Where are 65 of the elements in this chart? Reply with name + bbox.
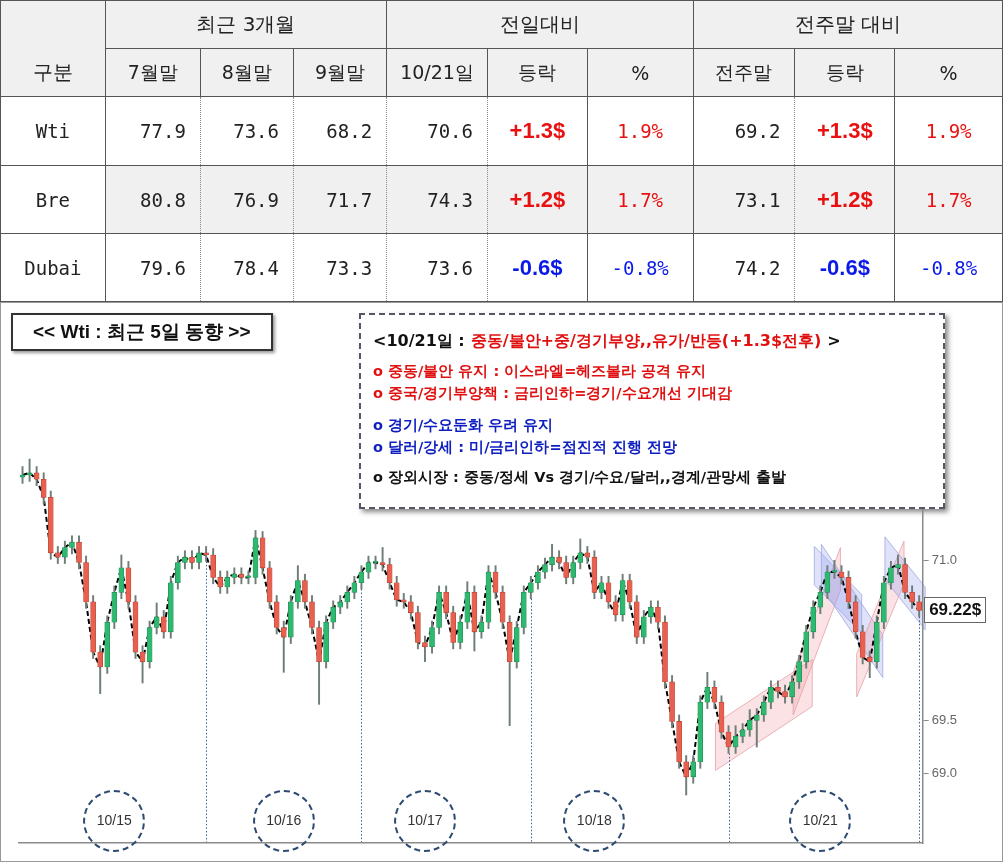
text: 전일대비 (386, 0, 694, 49)
y-axis-title: 구분 (0, 0, 106, 97)
y-tick-label: Bre (0, 165, 106, 234)
data-label: 70.6 (386, 96, 488, 166)
data-label: 73.3 (293, 233, 387, 302)
data-label: 80.8 (105, 165, 201, 234)
data-label: 79.6 (105, 233, 201, 302)
data-label: -0.6$ (794, 233, 895, 302)
data-label: -0.6$ (487, 233, 588, 302)
annotation: o 중국/경기부양책 : 금리인하=경기/수요개선 기대감 (373, 384, 733, 403)
annotation: 10/18 (575, 812, 613, 828)
text: 최근 3개월 (105, 0, 387, 49)
x-tick-label: 10/21일 (386, 48, 488, 97)
data-label: +1.3$ (487, 96, 588, 166)
data-label: 73.6 (386, 233, 488, 302)
y-tick-label: 69.0 (931, 765, 958, 781)
x-tick-label: 등락 (794, 48, 895, 97)
data-label: 1.9% (894, 96, 1003, 166)
data-label: 78.4 (200, 233, 294, 302)
data-label: 73.1 (693, 165, 795, 234)
data-label: 74.2 (693, 233, 795, 302)
annotation: > (827, 331, 841, 350)
y-tick-label: Wti (0, 96, 106, 166)
data-label: +1.2$ (794, 165, 895, 234)
data-label: 1.9% (587, 96, 694, 166)
candlestick (19, 466, 26, 484)
x-tick-label: 7월말 (105, 48, 201, 97)
annotation: 10/21 (801, 812, 839, 828)
x-tick-label: 8월말 (200, 48, 294, 97)
annotation: 10/16 (265, 812, 303, 828)
text: 69.22$ (924, 597, 987, 624)
data-label: +1.2$ (487, 165, 588, 234)
x-tick-label: 전주말 (693, 48, 795, 97)
annotation: 10/17 (406, 812, 444, 828)
y-tick-label: 69.5 (931, 711, 958, 727)
data-label: 73.6 (200, 96, 294, 166)
x-tick-label: 9월말 (293, 48, 387, 97)
x-tick-label: % (894, 48, 1003, 97)
annotation: 10/15 (95, 812, 133, 828)
annotation: o 경기/수요둔화 우려 유지 (373, 416, 555, 435)
x-tick-label: 등락 (487, 48, 588, 97)
data-label: 1.7% (587, 165, 694, 234)
candlestick (26, 458, 33, 482)
chart-title: << Wti : 최근 5일 동향 >> (11, 313, 273, 351)
data-label: 74.3 (386, 165, 488, 234)
annotation: <10/21일 : (373, 331, 465, 350)
y-tick-label: Dubai (0, 233, 106, 302)
y-tick-label: 71.0 (931, 551, 958, 567)
data-label: 68.2 (293, 96, 387, 166)
data-label: 77.9 (105, 96, 201, 166)
annotation: o 중동/불안 유지 : 이스라엘=헤즈볼라 공격 유지 (373, 362, 708, 381)
annotation: o 달러/강세 : 미/금리인하=점진적 진행 전망 (373, 438, 678, 457)
data-label: +1.3$ (794, 96, 895, 166)
data-label: 1.7% (894, 165, 1003, 234)
annotation: o 장외시장 : 중동/정세 Vs 경기/수요/달러,,경계/관망세 출발 (373, 468, 788, 487)
x-tick-label: % (587, 48, 694, 97)
data-label: 71.7 (293, 165, 387, 234)
data-label: 69.2 (693, 96, 795, 166)
candlestick (831, 560, 838, 579)
data-label: -0.8% (587, 233, 694, 302)
candlestick (203, 546, 209, 562)
annotation: 중동/불안+중/경기부양,,유가/반등(+1.3$전후) (470, 331, 822, 350)
text: 전주말 대비 (693, 0, 1003, 49)
data-label: -0.8% (894, 233, 1003, 302)
data-label: 76.9 (200, 165, 294, 234)
